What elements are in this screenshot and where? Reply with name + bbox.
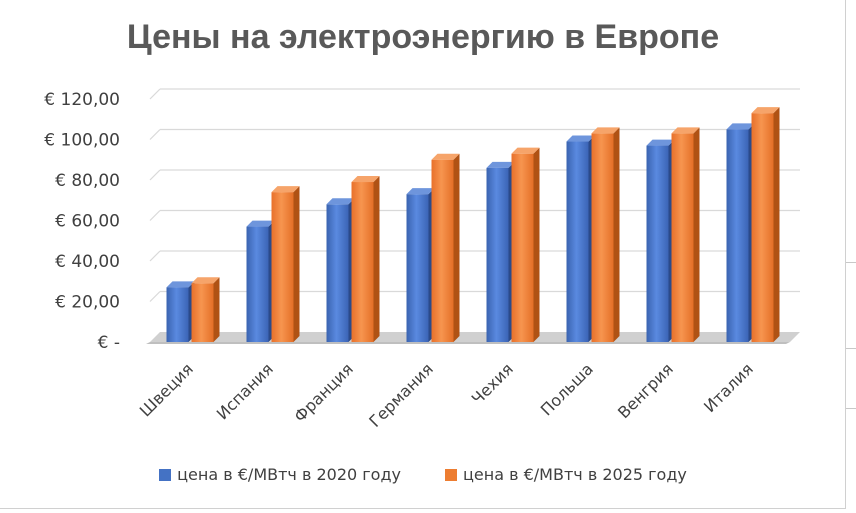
bar-2025 bbox=[191, 283, 214, 342]
bar-top-2020 bbox=[246, 220, 275, 227]
bar-side-2025 bbox=[613, 127, 620, 342]
gridline-depth bbox=[149, 210, 161, 221]
bar-2020 bbox=[246, 226, 269, 342]
legend-swatch-orange bbox=[445, 468, 457, 481]
bar-top-2020 bbox=[406, 188, 435, 195]
x-tick-label: Польша bbox=[537, 359, 597, 419]
bar-side-2025 bbox=[453, 153, 460, 342]
bar-top-2025 bbox=[431, 153, 460, 160]
legend-label-2020: цена в €/МВтч в 2020 году bbox=[177, 465, 401, 484]
bar-2020 bbox=[486, 167, 509, 342]
x-tick-label: Швеция bbox=[136, 359, 197, 420]
bar-2020 bbox=[326, 204, 349, 342]
floor-top bbox=[150, 332, 800, 342]
y-tick-label: € 40,00 bbox=[55, 252, 120, 272]
bar-top-2025 bbox=[751, 107, 780, 114]
bar-side-2025 bbox=[533, 147, 540, 342]
bar-top-2025 bbox=[191, 277, 220, 284]
bar-top-2020 bbox=[326, 198, 355, 205]
bar-side-2025 bbox=[293, 186, 300, 342]
bar-top-2020 bbox=[166, 281, 195, 288]
chart-floor bbox=[146, 332, 800, 344]
edge-tick bbox=[846, 262, 856, 263]
bar-side-2025 bbox=[373, 176, 380, 342]
chart-title: Цены на электроэнергию в Европе bbox=[126, 18, 720, 56]
gridline-depth bbox=[149, 169, 161, 181]
y-tick-label: € 100,00 bbox=[44, 131, 120, 151]
bar-2020 bbox=[566, 141, 589, 342]
x-tick-label: Венгрия bbox=[614, 359, 677, 422]
edge-tick bbox=[846, 348, 856, 349]
bar-top-2025 bbox=[511, 147, 540, 154]
y-tick-label: € 80,00 bbox=[55, 171, 120, 191]
x-tick-label: Чехия bbox=[468, 359, 517, 408]
bar-2020 bbox=[406, 194, 429, 342]
gridline-depth bbox=[149, 88, 161, 100]
bar-top-2025 bbox=[591, 127, 620, 134]
bar-top-2025 bbox=[671, 127, 700, 134]
gridline-depth bbox=[149, 129, 161, 140]
bar-2025 bbox=[751, 113, 774, 342]
x-tick-label: Испания bbox=[213, 359, 277, 423]
bar-top-2020 bbox=[486, 161, 515, 168]
y-tick-label: € - bbox=[98, 333, 120, 353]
bar-2020 bbox=[646, 145, 669, 342]
floor-edge bbox=[146, 342, 790, 344]
bar-2025 bbox=[671, 133, 694, 342]
bar-side-2025 bbox=[773, 107, 780, 342]
bar-2025 bbox=[511, 153, 534, 342]
bar-top-2020 bbox=[646, 139, 675, 146]
x-tick-label: Франция bbox=[290, 359, 357, 426]
x-axis: Швеция Испания Франция Германия Чехия Польша В… bbox=[136, 359, 757, 431]
y-tick-label: € 120,00 bbox=[44, 90, 120, 110]
edge-tick bbox=[846, 408, 856, 409]
bar-top-2020 bbox=[566, 135, 595, 142]
gridline-depth bbox=[149, 250, 161, 262]
legend-item-2025: цена в €/МВтч в 2025 году bbox=[445, 465, 687, 484]
bar-side-2025 bbox=[693, 127, 700, 342]
bars-layer bbox=[166, 107, 780, 342]
x-tick-label: Италия bbox=[700, 359, 757, 416]
bar-side-2025 bbox=[213, 277, 220, 342]
bar-2025 bbox=[431, 159, 454, 342]
legend-swatch-blue bbox=[159, 468, 172, 481]
y-tick-label: € 60,00 bbox=[55, 212, 120, 232]
legend: цена в €/МВтч в 2020 году цена в €/МВтч … bbox=[0, 465, 846, 484]
y-axis: € - € 20,00 € 40,00 € 60,00 € 80,00 € 100,00 €… bbox=[44, 90, 120, 353]
bar-2020 bbox=[166, 287, 189, 342]
bar-top-2025 bbox=[351, 176, 380, 183]
bar-2025 bbox=[591, 133, 614, 342]
legend-item-2020: цена в €/МВтч в 2020 году bbox=[159, 465, 401, 484]
y-tick-label: € 20,00 bbox=[55, 293, 120, 313]
x-tick-label: Германия bbox=[365, 359, 437, 431]
bar-chart: € - € 20,00 € 40,00 € 60,00 € 80,00 € 100,00 €… bbox=[44, 88, 800, 431]
bar-2025 bbox=[271, 192, 294, 342]
bar-2025 bbox=[351, 182, 374, 342]
legend-label-2025: цена в €/МВтч в 2025 году bbox=[463, 465, 687, 484]
bar-top-2020 bbox=[726, 123, 755, 130]
gridline-depth bbox=[149, 291, 161, 302]
bar-top-2025 bbox=[271, 186, 300, 193]
bar-2020 bbox=[726, 129, 749, 342]
